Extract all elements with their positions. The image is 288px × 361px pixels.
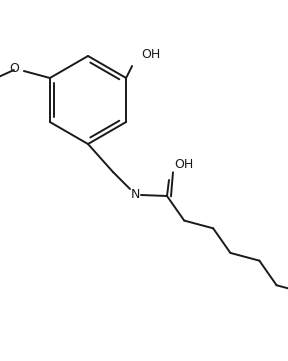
- Text: OH: OH: [174, 157, 193, 170]
- Text: N: N: [130, 187, 140, 200]
- Text: OH: OH: [141, 48, 160, 61]
- Text: O: O: [9, 62, 19, 75]
